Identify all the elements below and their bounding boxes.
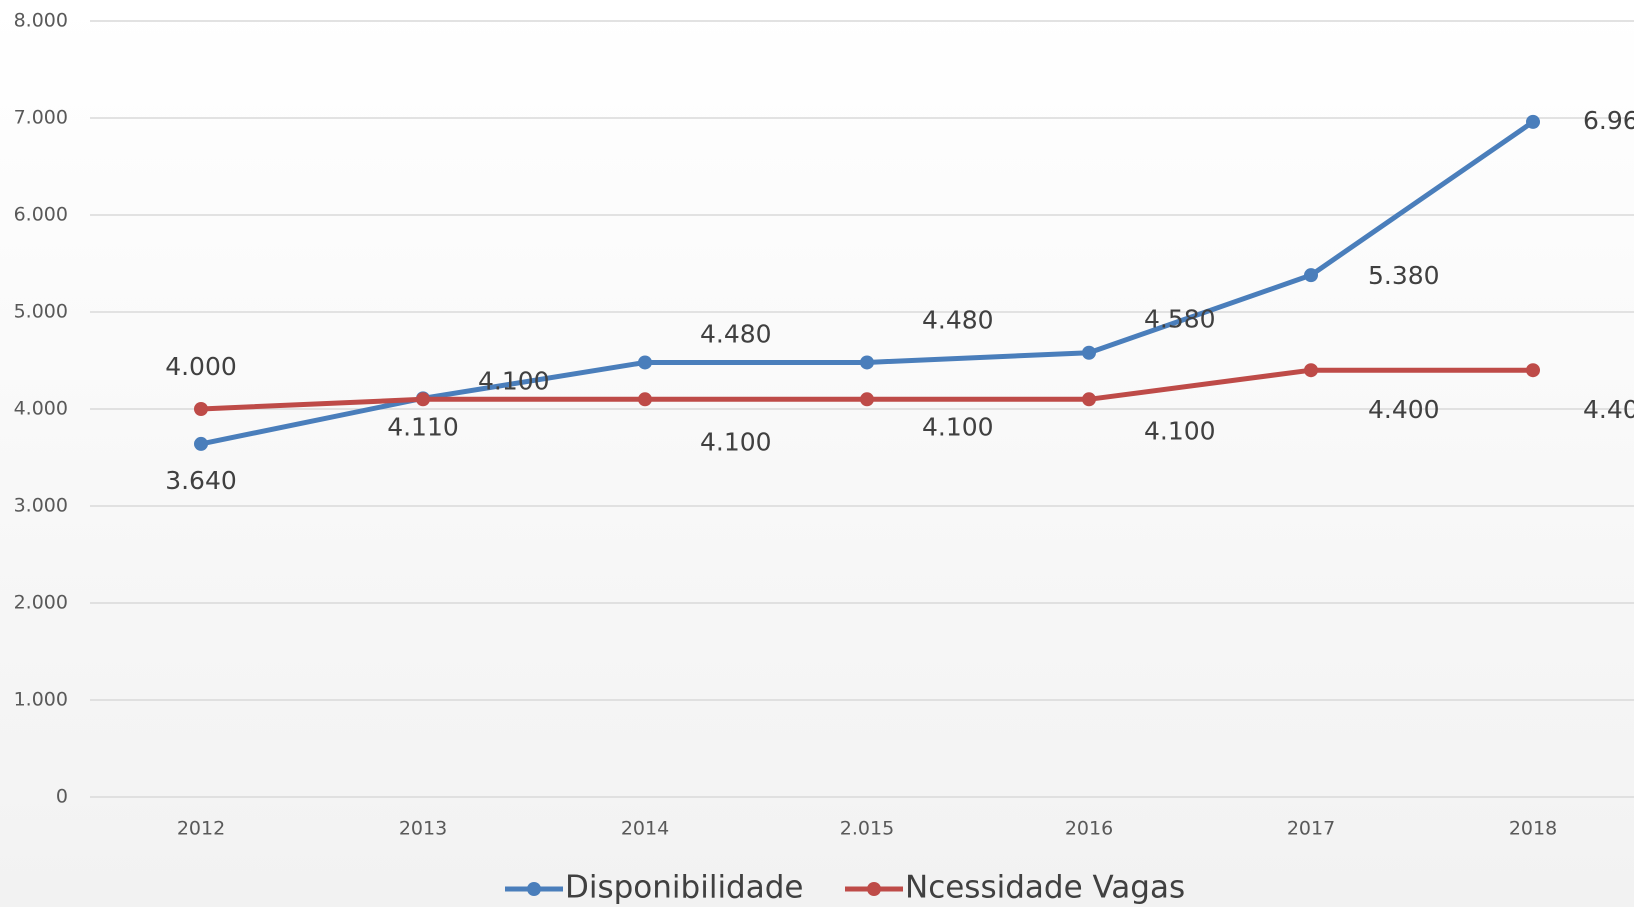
data-label: 4.100 <box>922 412 994 441</box>
point <box>1526 114 1540 129</box>
x-tick-label: 2013 <box>399 818 447 840</box>
x-tick-label: 2017 <box>1287 818 1335 840</box>
data-label: 4.480 <box>700 319 772 348</box>
data-label: 4.100 <box>1144 416 1216 445</box>
point <box>1526 363 1540 378</box>
data-label: 6.960 <box>1583 106 1634 135</box>
data-label: 4.580 <box>1144 305 1216 334</box>
x-tick-label: 2018 <box>1509 818 1557 840</box>
x-tick-label: 2012 <box>177 818 225 840</box>
data-label: 5.380 <box>1368 261 1440 290</box>
legend-label: Ncessidade Vagas <box>905 870 1185 906</box>
point <box>860 355 874 370</box>
data-label: 3.640 <box>165 466 237 495</box>
point <box>1304 268 1318 283</box>
point <box>860 392 874 407</box>
y-tick-label: 8.000 <box>14 10 68 32</box>
legend-marker <box>527 882 541 896</box>
legend-marker <box>867 882 881 896</box>
y-tick-label: 0 <box>56 786 68 808</box>
legend-label: Disponibilidade <box>565 870 803 906</box>
y-tick-label: 2.000 <box>14 592 68 614</box>
point <box>638 355 652 370</box>
data-label: 4.000 <box>165 352 237 381</box>
x-tick-label: 2016 <box>1065 818 1113 840</box>
y-tick-label: 6.000 <box>14 204 68 226</box>
data-label: 4.100 <box>478 366 550 395</box>
point <box>1304 363 1318 378</box>
y-tick-label: 3.000 <box>14 495 68 517</box>
point <box>638 392 652 407</box>
data-label: 4.110 <box>387 412 459 441</box>
y-tick-label: 5.000 <box>14 301 68 323</box>
point <box>416 392 430 407</box>
point <box>1082 392 1096 407</box>
point <box>194 402 208 416</box>
x-tick-label: 2.015 <box>840 818 894 840</box>
data-label: 4.480 <box>922 305 994 334</box>
data-label: 4.400 <box>1583 395 1634 424</box>
y-tick-label: 1.000 <box>14 689 68 711</box>
data-label: 4.100 <box>700 427 772 456</box>
y-tick-label: 4.000 <box>14 398 68 420</box>
point <box>194 436 208 451</box>
y-tick-label: 7.000 <box>14 107 68 129</box>
x-tick-label: 2014 <box>621 818 669 840</box>
point <box>1082 345 1096 360</box>
data-label: 4.400 <box>1368 395 1440 424</box>
